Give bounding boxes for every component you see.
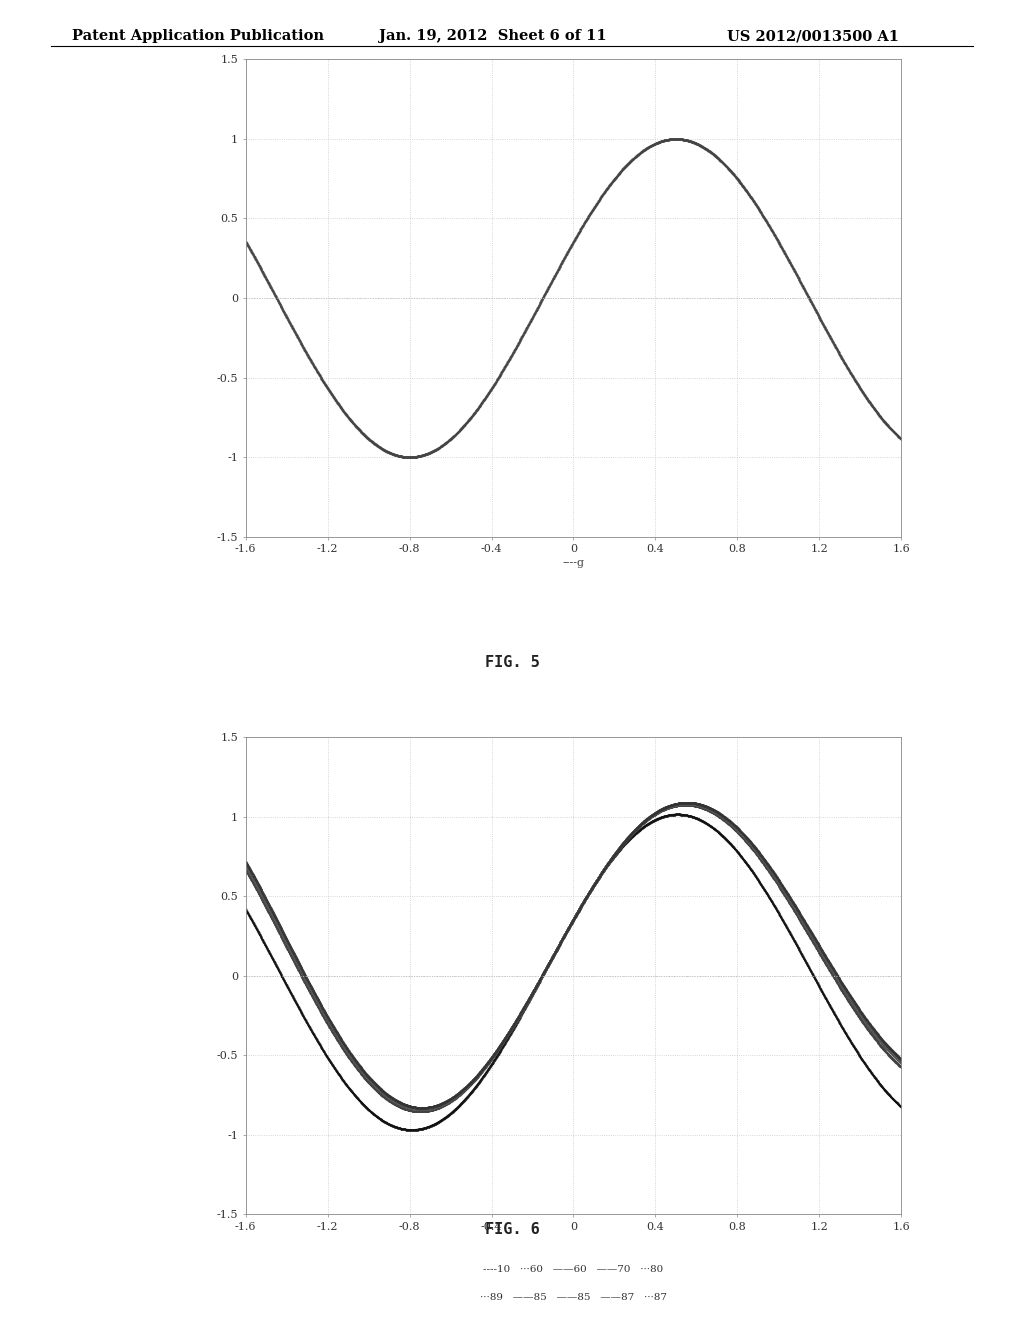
- Text: ----10   ···60   ——60   ——70   ···80: ----10 ···60 ——60 ——70 ···80: [483, 1265, 664, 1274]
- X-axis label: ----g: ----g: [562, 558, 585, 569]
- Text: Jan. 19, 2012  Sheet 6 of 11: Jan. 19, 2012 Sheet 6 of 11: [379, 29, 606, 44]
- Text: FIG. 5: FIG. 5: [484, 655, 540, 669]
- Text: FIG. 6: FIG. 6: [484, 1222, 540, 1237]
- Text: US 2012/0013500 A1: US 2012/0013500 A1: [727, 29, 899, 44]
- Text: ···89   ——85   ——85   ——87   ···87: ···89 ——85 ——85 ——87 ···87: [480, 1294, 667, 1303]
- Text: Patent Application Publication: Patent Application Publication: [72, 29, 324, 44]
